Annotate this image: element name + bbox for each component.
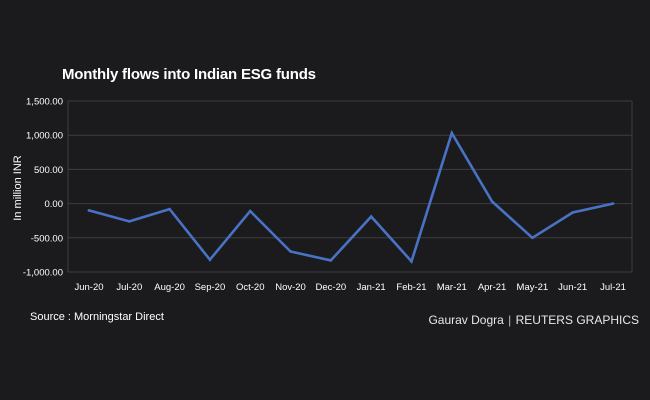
x-tick-label: Feb-21 <box>396 282 426 293</box>
credit: Gaurav Dogra | REUTERS GRAPHICS <box>428 313 639 327</box>
x-tick-label: Mar-21 <box>437 282 467 293</box>
x-tick-label: May-21 <box>517 282 549 293</box>
source-note: Source : Morningstar Direct <box>30 311 164 323</box>
x-tick-label: Oct-20 <box>236 282 265 293</box>
x-tick-labels: Jun-20 Jul-20 Aug-20 Sep-20 Oct-20 Nov-20 Dec-… <box>74 282 625 293</box>
x-tick-label: Apr-21 <box>478 282 507 293</box>
x-tick-label: Jun-21 <box>558 282 587 293</box>
y-tick-label: 1,500.00 <box>26 97 63 108</box>
x-tick-label: Sep-20 <box>195 282 226 293</box>
data-point <box>329 259 333 262</box>
chart-title: Monthly flows into Indian ESG funds <box>62 66 316 83</box>
author-name: Gaurav Dogra <box>428 313 504 327</box>
y-tick-label: -500.00 <box>31 233 63 244</box>
data-point <box>450 131 454 135</box>
y-tick-label: 0.00 <box>45 199 64 210</box>
x-tick-label: Jan-21 <box>357 282 386 293</box>
data-point <box>248 209 252 213</box>
x-tick-label: Dec-20 <box>316 282 347 293</box>
y-tick-labels: 1,500.00 1,000.00 500.00 0.00 -500.00 -1,000.… <box>23 97 63 279</box>
data-point <box>531 236 534 240</box>
gridlines <box>67 100 633 273</box>
data-point <box>289 250 292 253</box>
data-point <box>611 202 615 205</box>
data-point <box>571 211 574 214</box>
x-tick-label: Jul-21 <box>600 282 626 293</box>
x-tick-label: Nov-20 <box>275 282 306 293</box>
series-layer <box>87 129 615 264</box>
series-line <box>87 129 615 264</box>
x-tick-label: Jun-20 <box>74 282 103 293</box>
x-tick-label: Aug-20 <box>154 282 185 293</box>
data-point <box>410 260 413 263</box>
data-point <box>128 220 131 223</box>
credit-separator: | <box>508 313 512 327</box>
data-point <box>168 207 171 211</box>
y-tick-label: 500.00 <box>34 165 63 176</box>
data-point <box>490 200 494 203</box>
data-point <box>208 258 212 261</box>
data-point <box>87 209 91 212</box>
y-tick-label: 1,000.00 <box>26 131 63 142</box>
data-point <box>369 215 373 218</box>
brand-name: REUTERS GRAPHICS <box>515 313 639 327</box>
y-tick-label: -1,000.00 <box>23 268 63 279</box>
x-tick-label: Jul-20 <box>116 282 142 293</box>
